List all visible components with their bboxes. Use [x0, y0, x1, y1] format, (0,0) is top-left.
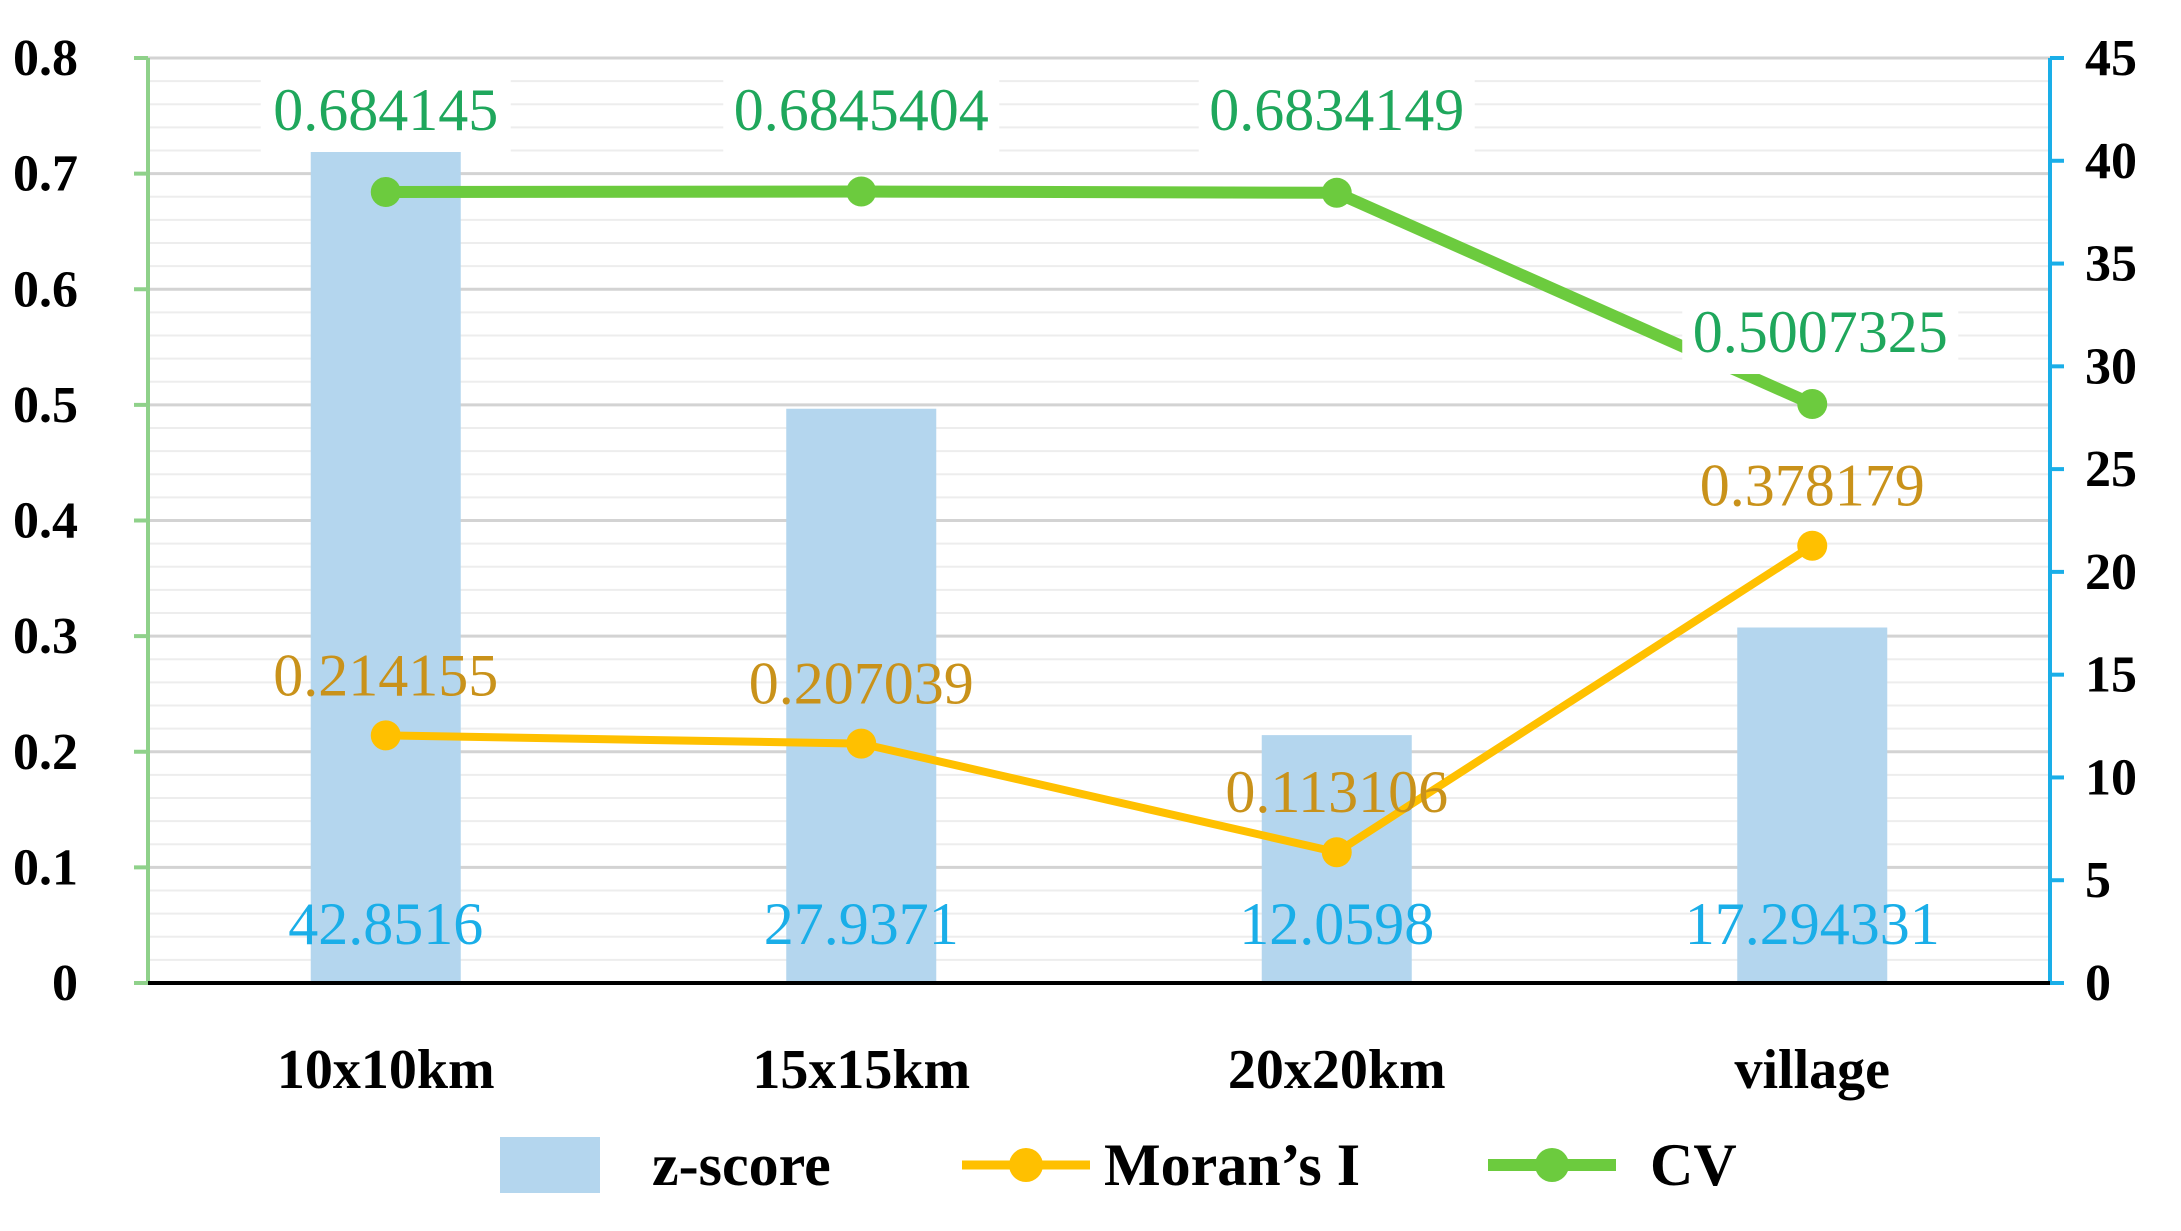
x-axis-category-label: village [1734, 1039, 1890, 1101]
left-axis-tick-label: 0.4 [13, 493, 78, 550]
z-score-data-label: 12.0598 [1239, 891, 1434, 957]
data-labels: 42.8516 27.9371 12.0598 17.294331 0.214155 0.… [260, 70, 1959, 957]
right-axis-tick-label: 5 [2085, 852, 2111, 909]
legend-label-z-score: z-score [652, 1132, 831, 1198]
right-axis-tick-label: 35 [2085, 236, 2137, 293]
legend-label-cv: CV [1650, 1132, 1737, 1198]
legend-label-morans-i: Moran’s I [1104, 1132, 1360, 1198]
gridlines [148, 56, 2050, 961]
cv-point [1797, 389, 1828, 420]
cv-data-label: 0.684145 [273, 77, 498, 143]
z-score-data-label: 42.8516 [288, 891, 483, 957]
legend-marker-cv [1535, 1148, 1569, 1182]
right-axis-tick-label: 25 [2085, 441, 2137, 498]
legend: z-score Moran’s I CV [500, 1132, 1737, 1198]
axes: 0 0.1 0.2 0.3 0.4 0.5 0.6 0.7 0.8 0 5 10 15 20 25 30 35 4… [13, 30, 2137, 1101]
cv-data-label-background [723, 70, 1000, 152]
left-axis-tick-label: 0.5 [13, 377, 78, 434]
right-axis-tick-label: 45 [2085, 30, 2137, 87]
right-axis-tick-label: 10 [2085, 749, 2137, 806]
morans-i-data-label: 0.378179 [1700, 453, 1925, 519]
left-axis-tick-label: 0.6 [13, 261, 78, 318]
morans-i-data-label: 0.214155 [273, 642, 498, 708]
left-axis-tick-label: 0.8 [13, 30, 78, 87]
cv-data-label: 0.6845404 [734, 77, 989, 143]
cv-data-label: 0.6834149 [1209, 77, 1464, 143]
right-axis-tick-label: 40 [2085, 133, 2137, 190]
morans-i-line [385, 542, 1815, 857]
morans-i-point [1321, 837, 1352, 868]
morans-i-data-label: 0.207039 [749, 651, 974, 717]
z-score-data-label: 17.294331 [1685, 891, 1940, 957]
legend-marker-morans-i [1009, 1148, 1043, 1182]
x-axis-category-label: 15x15km [752, 1039, 970, 1101]
cv-point [370, 176, 401, 207]
cv-point [846, 176, 877, 207]
right-axis-tick-label: 15 [2085, 647, 2137, 704]
left-axis-tick-label: 0.7 [13, 146, 78, 203]
right-axis-tick-label: 30 [2085, 338, 2137, 395]
right-axis-tick-label: 0 [2085, 955, 2111, 1012]
morans-i-data-label: 0.113106 [1225, 759, 1448, 825]
left-axis-tick-label: 0.1 [13, 839, 78, 896]
x-axis-category-label: 10x10km [277, 1039, 495, 1101]
morans-i-point [370, 720, 401, 751]
morans-i-point [846, 728, 877, 759]
cv-line [385, 185, 1815, 410]
cv-point [1321, 177, 1352, 208]
cv-data-label: 0.5007325 [1693, 299, 1948, 365]
cv-data-label-background [260, 70, 511, 152]
left-axis-tick-label: 0.2 [13, 724, 78, 781]
legend-swatch-z-score [500, 1137, 600, 1193]
right-axis-tick-label: 20 [2085, 544, 2137, 601]
left-axis-tick-label: 0 [52, 955, 78, 1012]
cv-data-label-background [1682, 292, 1959, 375]
z-score-bar [1737, 627, 1888, 983]
x-axis-category-label: 20x20km [1228, 1039, 1446, 1101]
z-score-data-label: 27.9371 [764, 891, 959, 957]
z-score-bar [786, 408, 937, 983]
series-lines [370, 176, 1828, 868]
z-score-bars [310, 102, 1888, 983]
cv-data-label-background [1198, 70, 1475, 152]
z-score-bar [310, 102, 461, 983]
left-axis-tick-label: 0.3 [13, 608, 78, 665]
morans-i-point [1797, 530, 1828, 561]
